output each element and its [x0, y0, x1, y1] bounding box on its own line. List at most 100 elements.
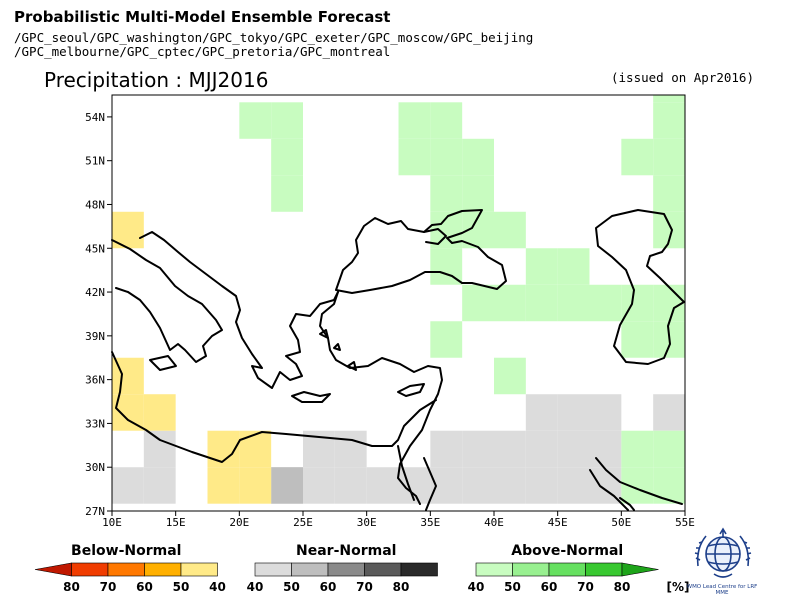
legend-tick-label: 50: [504, 580, 521, 594]
prob-cell-near-40: [589, 430, 622, 468]
x-tick-label: 55E: [675, 516, 695, 529]
legend-swatch: [475, 562, 513, 577]
prob-cell-above-40: [557, 284, 590, 322]
legend-near-normal: Near-Normal 40 50 60 70 80: [247, 543, 438, 594]
legend-tick-label: 40: [468, 580, 485, 594]
prob-cell-near-40: [366, 467, 399, 504]
island-rhodes: [347, 361, 357, 371]
y-tick-label: 39N: [85, 330, 105, 343]
prob-cell-above-40: [653, 138, 685, 176]
prob-cell-above-40: [653, 102, 685, 139]
prob-cell-above-40: [398, 138, 431, 176]
prob-cell-above-40: [271, 175, 303, 212]
coastline-gulf-arabia: [589, 469, 629, 511]
legend-tick-label: 70: [577, 580, 594, 594]
legend-swatch: [254, 562, 292, 577]
y-tick-label: 42N: [85, 286, 105, 299]
coastline-azov: [423, 228, 447, 245]
probability-cells: [112, 95, 685, 504]
x-tick-label: 15E: [166, 516, 186, 529]
prob-cell-above-40: [430, 175, 463, 212]
prob-cell-near-40: [143, 467, 176, 504]
wmo-logo-icon: [694, 527, 752, 578]
x-tick-label: 25E: [293, 516, 313, 529]
coastlines: [111, 209, 685, 511]
y-tick-label: 33N: [85, 417, 105, 430]
prob-cell-near-40: [525, 394, 558, 431]
wmo-logo-caption: WMO Lead Centre for LRF MME: [686, 584, 758, 596]
legend-below-label: Below-Normal: [71, 543, 181, 559]
legend-tick-label: 40: [209, 580, 226, 594]
prob-cell-above-40: [430, 102, 463, 139]
island-lesbos: [319, 329, 329, 339]
coastline-adriatic-east: [139, 231, 339, 389]
prob-cell-above-40: [621, 321, 654, 358]
variable-period-heading: Precipitation : MJJ2016: [44, 68, 269, 92]
legend-swatch: [291, 562, 329, 577]
prob-cell-near-40: [462, 467, 494, 504]
legend-tick-label: 60: [320, 580, 337, 594]
prob-cell-above-40: [653, 95, 685, 103]
issued-date: (issued on Apr2016): [611, 70, 754, 85]
legend-swatch: [364, 562, 402, 577]
legend-tick-label: 70: [356, 580, 373, 594]
prob-cell-above-40: [271, 102, 303, 139]
prob-cell-above-40: [525, 284, 558, 322]
prob-cell-above-40: [653, 467, 685, 504]
prob-cell-above-40: [430, 321, 463, 358]
prob-cell-below-40: [239, 467, 272, 504]
prob-cell-near-40: [334, 430, 367, 468]
prob-cell-above-40: [621, 430, 654, 468]
x-tick-label: 35E: [420, 516, 440, 529]
legend-swatch: [512, 562, 550, 577]
prob-cell-near-40: [557, 394, 590, 431]
legend-tick-label: 50: [283, 580, 300, 594]
prob-cell-above-40: [557, 248, 590, 285]
prob-cell-near-40: [589, 394, 622, 431]
y-tick-label: 36N: [85, 374, 105, 387]
legend-swatch: [180, 562, 218, 577]
prob-cell-below-40: [207, 467, 240, 504]
y-tick-label: 30N: [85, 461, 105, 474]
legend-swatch: [585, 562, 623, 577]
y-tick-label: 54N: [85, 111, 105, 124]
island-sicily: [149, 355, 177, 371]
prob-cell-near-40: [494, 430, 526, 468]
coastline-red-sea-west: [397, 445, 415, 501]
y-tick-label: 48N: [85, 198, 105, 211]
sources-line-1: /GPC_seoul/GPC_washington/GPC_tokyo/GPC_…: [14, 30, 534, 45]
prob-cell-near-40: [462, 430, 494, 468]
map-frame: [111, 94, 686, 512]
axes: 10E 15E 20E 25E 30E 35E 40E 45E 50E 55E 54N 51N 48N 4…: [85, 111, 695, 529]
prob-cell-above-40: [653, 284, 685, 322]
prob-cell-above-40: [494, 357, 526, 395]
prob-cell-near-40: [525, 430, 558, 468]
sources-line-2: /GPC_melbourne/GPC_cptec/GPC_pretoria/GP…: [14, 44, 391, 59]
prob-cell-below-40: [239, 430, 272, 468]
prob-cell-near-40: [143, 430, 176, 468]
legend-tick-label: 50: [173, 580, 190, 594]
y-tick-label: 45N: [85, 242, 105, 255]
legend-swatch: [34, 562, 72, 577]
coastline-red-sea-east: [423, 457, 437, 511]
legend-above-normal: Above-Normal 40 50 60 70 80 [%]: [468, 543, 690, 594]
legend-tick-label: 40: [247, 580, 264, 594]
prob-cell-above-40: [462, 175, 494, 212]
prob-cell-below-40: [143, 394, 176, 431]
prob-cell-near-40: [303, 467, 335, 504]
prob-cell-above-40: [462, 284, 494, 322]
prob-cell-above-40: [430, 138, 463, 176]
prob-cell-near-40: [525, 467, 558, 504]
prob-cell-near-40: [557, 430, 590, 468]
legend-swatch: [144, 562, 182, 577]
x-tick-label: 40E: [484, 516, 504, 529]
legend-above-label: Above-Normal: [511, 543, 623, 559]
prob-cell-above-40: [494, 211, 526, 249]
coastline-adriatic-west: [111, 239, 223, 363]
legend-swatch: [548, 562, 586, 577]
legend: Below-Normal 80 70 60 50 40 Near-Normal 40 50 60 7…: [34, 543, 690, 594]
legend-tick-label: 70: [100, 580, 117, 594]
prob-cell-above-40: [462, 138, 494, 176]
legend-below-normal: Below-Normal 80 70 60 50 40: [34, 543, 226, 594]
prob-cell-near-40: [653, 394, 685, 431]
